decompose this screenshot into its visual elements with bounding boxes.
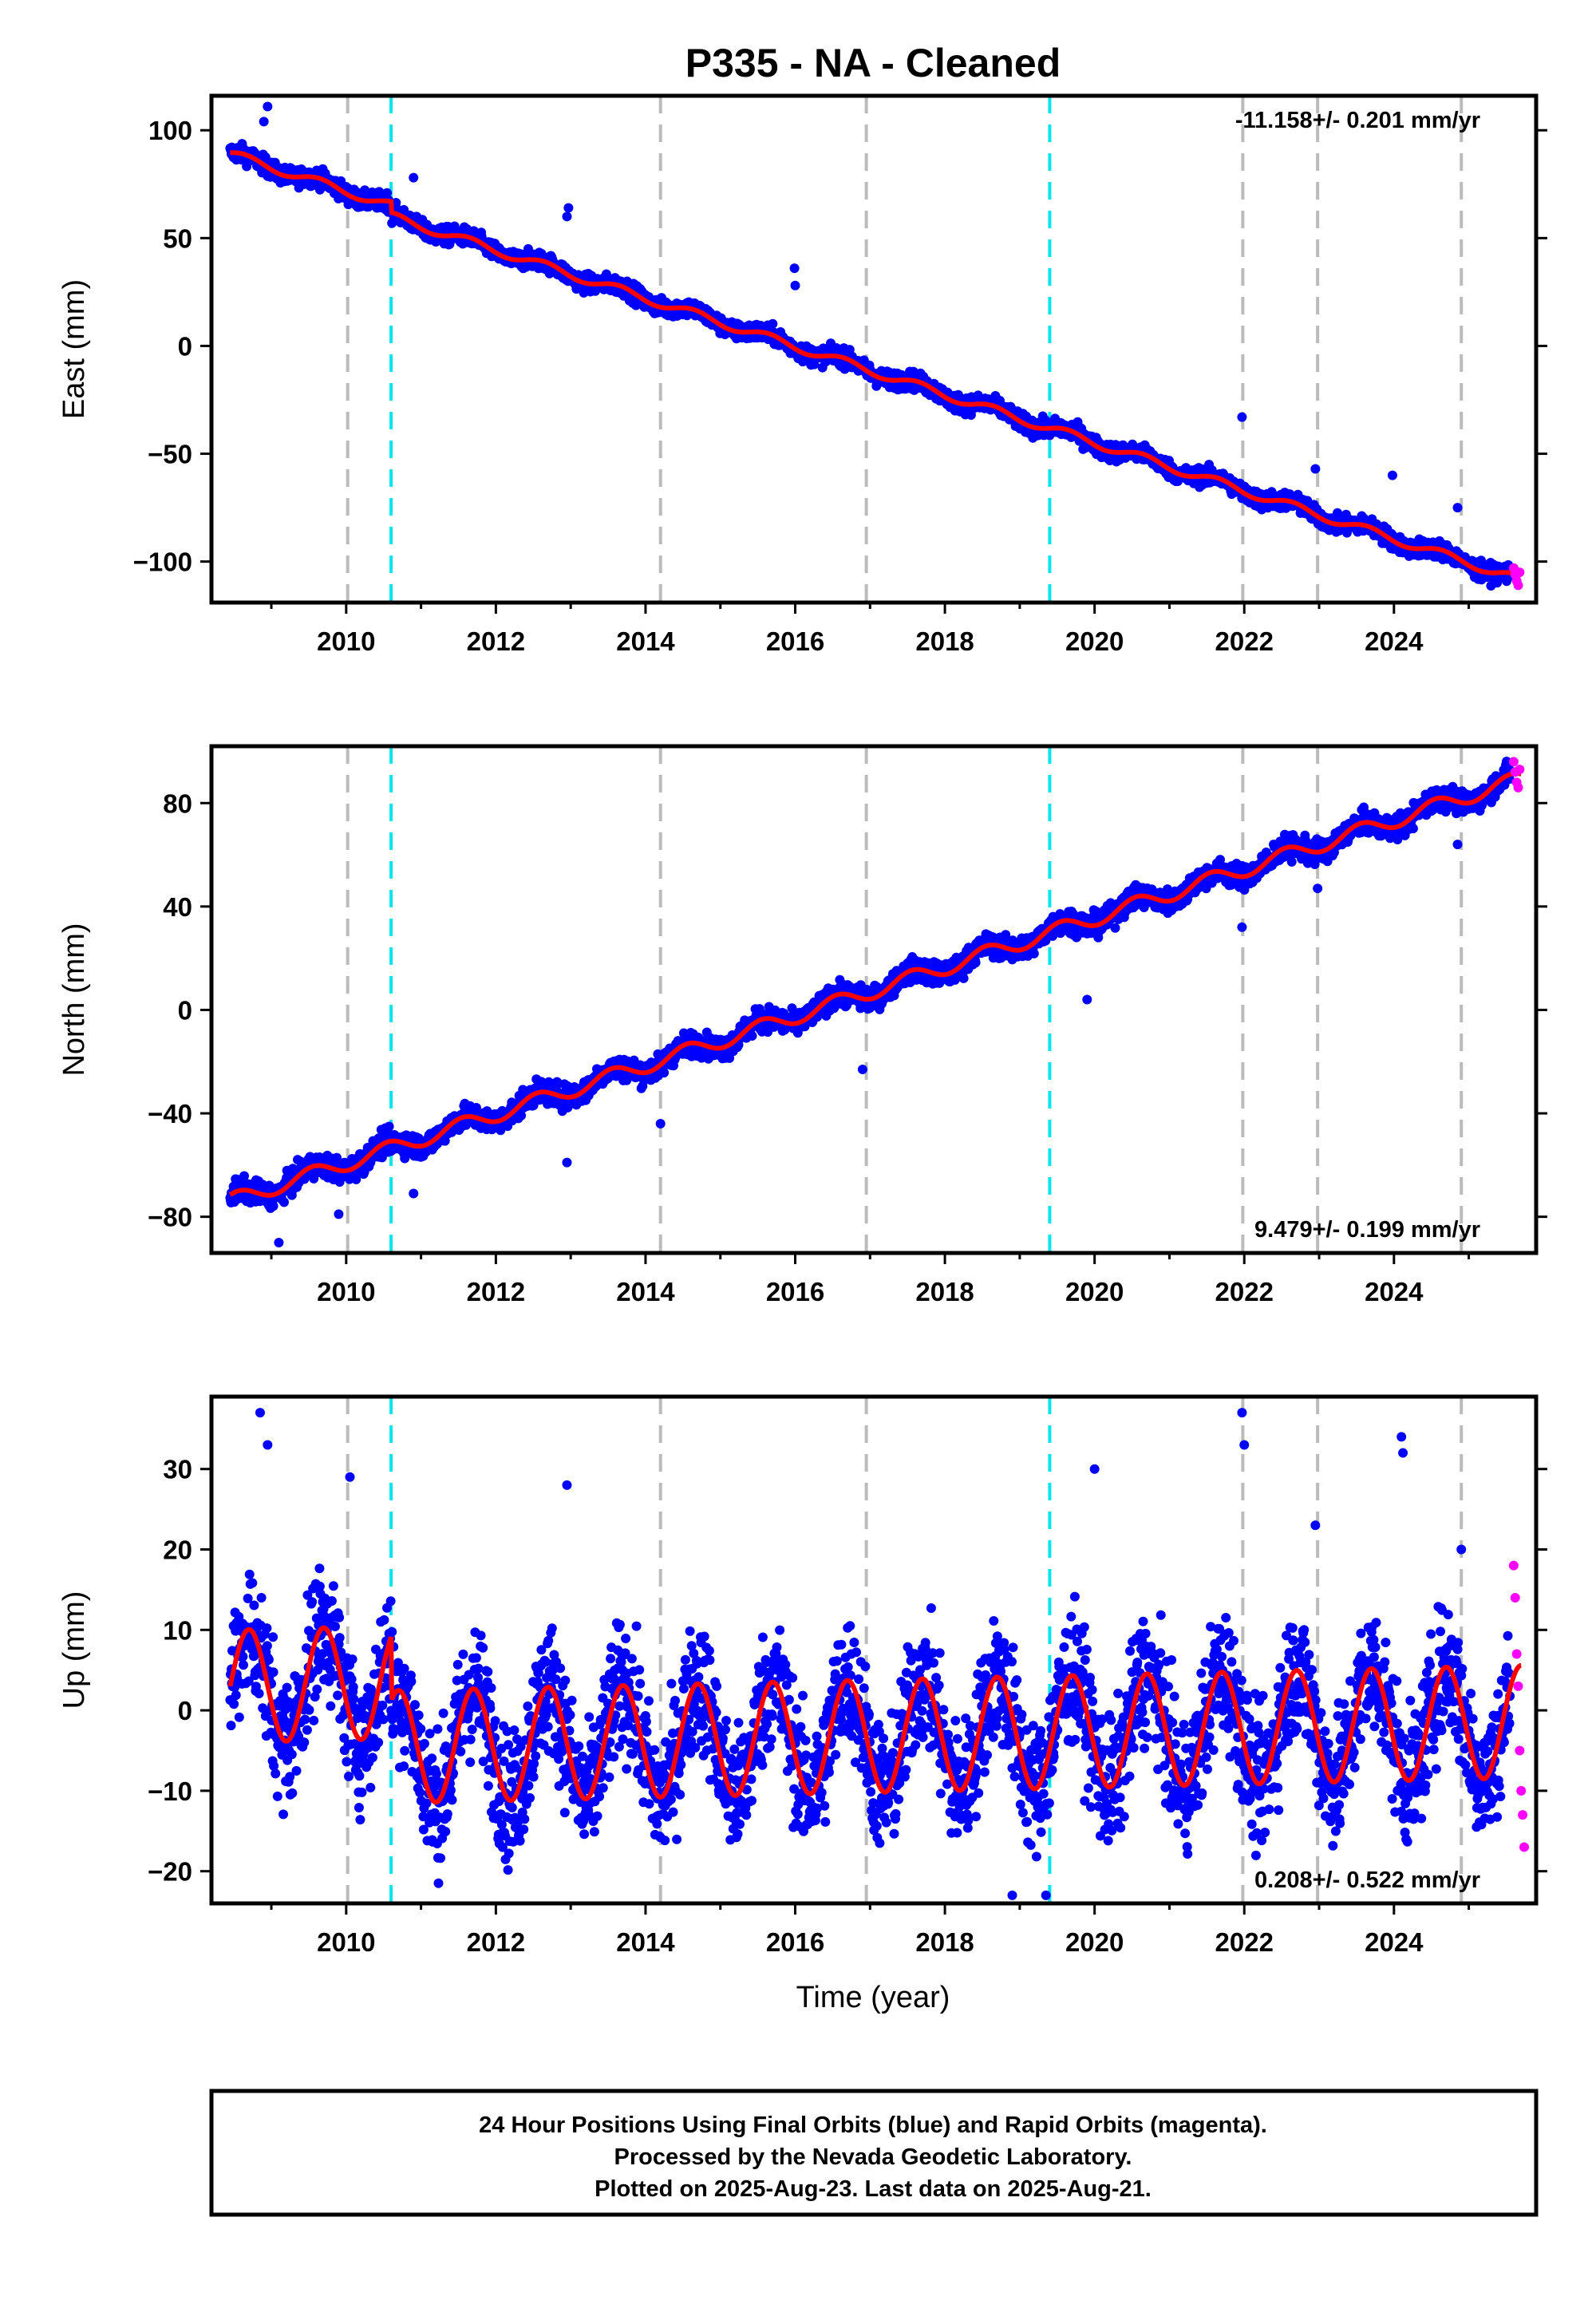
rapid-point <box>1513 580 1523 591</box>
plot-area <box>225 746 1525 1253</box>
data-point <box>747 1031 757 1041</box>
x-tick-label: 2012 <box>467 626 525 656</box>
outlier-point <box>263 101 273 112</box>
outlier-point <box>1237 412 1247 422</box>
figure-title: P335 - NA - Cleaned <box>685 41 1061 85</box>
y-tick-label: 0 <box>178 331 192 361</box>
y-tick-label: −50 <box>148 440 192 469</box>
outlier-point <box>790 280 800 290</box>
data-point <box>768 318 778 329</box>
rapid-orbit-points <box>1508 563 1525 591</box>
y-tick-label: 50 <box>163 223 192 253</box>
outlier-point <box>409 172 419 183</box>
y-tick-label: −100 <box>133 547 192 577</box>
north-panel: 2010 2012 2014 2016 2018 2020 2022 2024−80−4004… <box>57 744 1547 1306</box>
outlier-point <box>789 263 800 274</box>
x-tick-label: 2014 <box>616 626 675 656</box>
plot-area <box>225 96 1525 603</box>
outlier-point <box>1452 503 1463 513</box>
east-panel: 2010 2012 2014 2016 2018 2020 2022 2024 −100 −50 0… <box>57 93 1547 656</box>
outlier-point <box>1310 464 1321 474</box>
outlier-point <box>562 211 572 222</box>
outlier-point <box>1387 470 1397 480</box>
outlier-point <box>563 203 574 213</box>
x-tick-label: 2016 <box>766 626 824 656</box>
outlier-point <box>259 117 269 127</box>
data-point <box>958 973 969 983</box>
data-point <box>279 1197 289 1207</box>
y-tick-label: 100 <box>148 116 192 145</box>
x-tick-label: 2024 <box>1365 626 1424 656</box>
x-tick-label: 2022 <box>1215 626 1274 656</box>
final-orbit-points <box>225 757 1515 1248</box>
x-tick-label: 2018 <box>915 626 974 656</box>
y-axis-label: East (mm) <box>57 279 91 419</box>
x-tick-label: 2020 <box>1065 626 1124 656</box>
velocity-rate-label: -11.158+/- 0.201 mm/yr <box>1235 108 1480 133</box>
rapid-point <box>1515 567 1525 578</box>
x-tick-label: 2010 <box>317 626 375 656</box>
